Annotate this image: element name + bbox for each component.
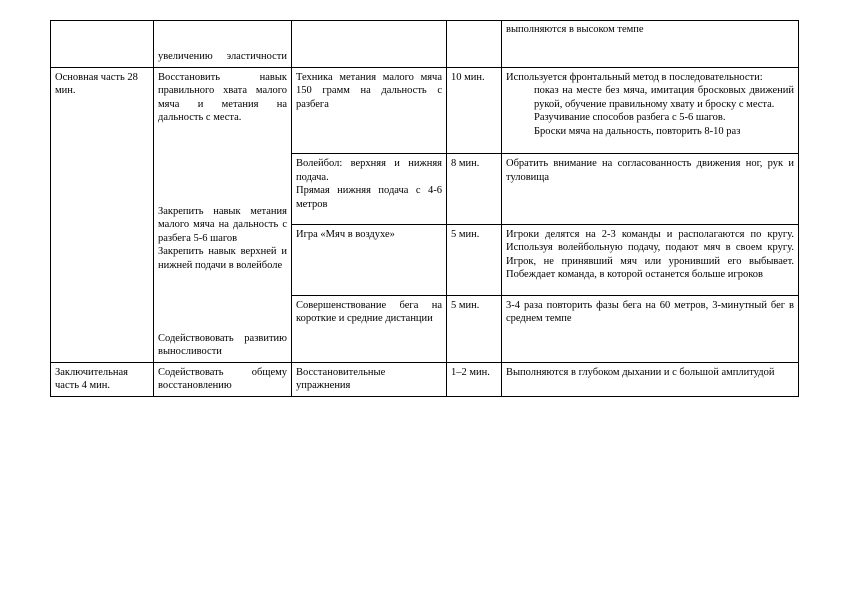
cell-objective: Содействовать общему восстановлению	[154, 362, 292, 396]
notes-text: Обратить внимание на согласованность дви…	[506, 157, 794, 184]
cell-notes: Игроки делятся на 2-3 команды и располаг…	[502, 224, 799, 295]
content-text: Техника метания малого мяча 150 грамм на…	[296, 71, 442, 111]
phase-label: Основная часть 28 мин.	[55, 71, 149, 98]
time-text: 5 мин.	[451, 228, 497, 241]
cell-content: Техника метания малого мяча 150 грамм на…	[292, 68, 447, 154]
list-item: Броски мяча на дальность, повторить 8-10…	[534, 125, 794, 138]
time-text: 5 мин.	[451, 299, 497, 312]
notes-text: выполняются в высоком темпе	[506, 21, 794, 67]
cell-notes: Обратить внимание на согласованность дви…	[502, 154, 799, 225]
table-row: Заключительная часть 4 мин. Содействоват…	[51, 362, 799, 396]
cell-notes: Выполняются в глубоком дыхании и с больш…	[502, 362, 799, 396]
cell-notes: выполняются в высоком темпе	[502, 21, 799, 68]
content-text: Восстановительные упражнения	[296, 366, 442, 393]
objective-text: Закрепить навык метания малого мяча на д…	[158, 205, 287, 245]
time-text: 10 мин.	[451, 71, 497, 84]
cell-content: Восстановительные упражнения	[292, 362, 447, 396]
cell-time: 1–2 мин.	[447, 362, 502, 396]
content-text: Совершенствование бега на короткие и сре…	[296, 299, 442, 326]
bleed-text: увеличению эластичности мышц и увеличени…	[158, 50, 287, 65]
cell-time: 8 мин.	[447, 154, 502, 225]
cell-objective: Восстановить навык правильного хвата мал…	[154, 68, 292, 363]
cell-time: 10 мин.	[447, 68, 502, 154]
time-text: 1–2 мин.	[451, 366, 497, 379]
cell-time	[447, 21, 502, 68]
cell-content: Игра «Мяч в воздухе»	[292, 224, 447, 295]
content-text: Игра «Мяч в воздухе»	[296, 228, 442, 241]
content-text: Волейбол: верхняя и нижняя подача. Пряма…	[296, 157, 442, 211]
objective-text: Содействововать развитию выносливости	[158, 332, 287, 359]
objective-text: Содействовать общему восстановлению	[158, 366, 287, 393]
table-row: увеличению эластичности мышц и увеличени…	[51, 21, 799, 68]
lesson-plan-table: увеличению эластичности мышц и увеличени…	[50, 20, 799, 397]
cell-phase	[51, 21, 154, 68]
time-text: 8 мин.	[451, 157, 497, 170]
notes-text: Выполняются в глубоком дыхании и с больш…	[506, 366, 794, 379]
cell-content	[292, 21, 447, 68]
cell-phase: Заключительная часть 4 мин.	[51, 362, 154, 396]
cell-time: 5 мин.	[447, 224, 502, 295]
cell-objective: увеличению эластичности мышц и увеличени…	[154, 21, 292, 68]
list-item: показ на месте без мяча, имитация броско…	[534, 84, 794, 111]
cell-content: Совершенствование бега на короткие и сре…	[292, 295, 447, 362]
cell-time: 5 мин.	[447, 295, 502, 362]
cell-notes: Используется фронтальный метод в последо…	[502, 68, 799, 154]
objective-text: Закрепить навык верхней и нижней подачи …	[158, 245, 287, 272]
table-row: Основная часть 28 мин. Восстановить навы…	[51, 68, 799, 154]
objective-text: Восстановить навык правильного хвата мал…	[158, 71, 287, 125]
list-item: Разучивание способов разбега с 5-6 шагов…	[534, 111, 794, 124]
notes-intro: Используется фронтальный метод в последо…	[506, 71, 794, 84]
phase-label: Заключительная часть 4 мин.	[55, 366, 149, 393]
notes-text: Игроки делятся на 2-3 команды и располаг…	[506, 228, 794, 282]
cell-content: Волейбол: верхняя и нижняя подача. Пряма…	[292, 154, 447, 225]
cell-phase: Основная часть 28 мин.	[51, 68, 154, 363]
cell-notes: 3-4 раза повторить фазы бега на 60 метро…	[502, 295, 799, 362]
notes-text: 3-4 раза повторить фазы бега на 60 метро…	[506, 299, 794, 326]
